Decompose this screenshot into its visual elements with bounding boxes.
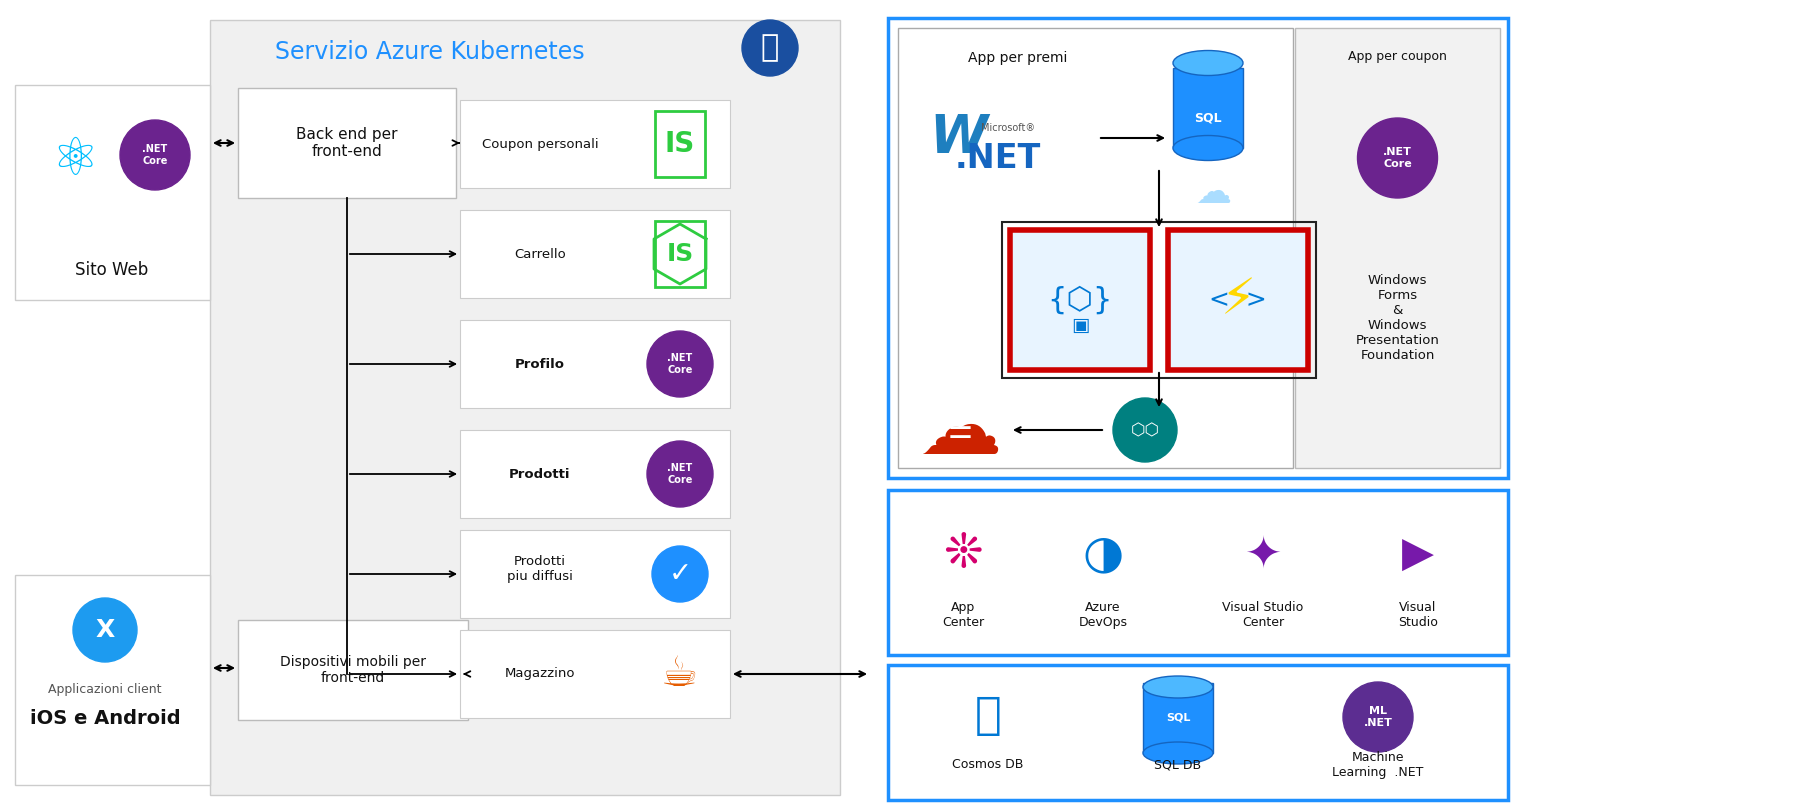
- Text: Carrello: Carrello: [514, 248, 565, 260]
- Text: ☕: ☕: [662, 653, 698, 695]
- Text: SQL: SQL: [1165, 713, 1191, 723]
- Text: ▣: ▣: [1071, 316, 1089, 334]
- Bar: [1173, 68, 1244, 148]
- Text: App per premi: App per premi: [969, 51, 1067, 65]
- Text: IS: IS: [665, 130, 694, 158]
- Text: Windows
Forms
&
Windows
Presentation
Foundation: Windows Forms & Windows Presentation Fou…: [1356, 274, 1440, 362]
- Bar: [887, 665, 1507, 800]
- Bar: [898, 28, 1293, 468]
- Text: ▶: ▶: [1402, 534, 1434, 576]
- Circle shape: [1113, 398, 1176, 462]
- Text: Applicazioni client: Applicazioni client: [49, 684, 162, 697]
- Text: Visual
Studio: Visual Studio: [1398, 601, 1438, 629]
- Bar: [1294, 28, 1500, 468]
- Text: Visual Studio
Center: Visual Studio Center: [1222, 601, 1304, 629]
- Bar: [460, 430, 731, 518]
- Text: Microsoft®: Microsoft®: [982, 123, 1034, 133]
- Bar: [15, 575, 211, 785]
- Text: Azure
DevOps: Azure DevOps: [1078, 601, 1127, 629]
- Text: ✓: ✓: [669, 560, 691, 588]
- Text: <  >: < >: [1209, 288, 1267, 312]
- Text: SQL DB: SQL DB: [1154, 759, 1202, 772]
- Text: iOS e Android: iOS e Android: [29, 709, 180, 727]
- Bar: [15, 85, 211, 300]
- Bar: [460, 100, 731, 188]
- Text: ⬡⬡: ⬡⬡: [1131, 421, 1160, 439]
- Bar: [211, 20, 840, 795]
- Bar: [460, 630, 731, 718]
- Text: Prodotti
piu diffusi: Prodotti piu diffusi: [507, 555, 573, 583]
- Text: W: W: [929, 112, 987, 164]
- Text: Sito Web: Sito Web: [75, 261, 149, 279]
- Bar: [1144, 683, 1213, 753]
- Bar: [887, 490, 1507, 655]
- Ellipse shape: [1144, 742, 1213, 764]
- Text: .NET
Core: .NET Core: [667, 464, 693, 485]
- Text: Cosmos DB: Cosmos DB: [953, 759, 1024, 772]
- Text: .NET
Core: .NET Core: [142, 144, 167, 166]
- Text: Coupon personali: Coupon personali: [482, 138, 598, 150]
- Bar: [887, 18, 1507, 478]
- Bar: [654, 221, 705, 287]
- Text: IS: IS: [667, 242, 694, 266]
- Text: ⚡: ⚡: [1220, 276, 1256, 324]
- Text: {⬡}: {⬡}: [1047, 286, 1113, 315]
- Text: 🌐: 🌐: [974, 693, 1002, 736]
- Text: App
Center: App Center: [942, 601, 984, 629]
- Text: .NET
Core: .NET Core: [667, 354, 693, 375]
- Text: .NET: .NET: [954, 142, 1042, 175]
- Circle shape: [120, 120, 191, 190]
- Text: Back end per
front-end: Back end per front-end: [296, 127, 398, 159]
- Circle shape: [653, 546, 707, 602]
- Text: ☁: ☁: [1194, 176, 1231, 210]
- Bar: [238, 620, 467, 720]
- Bar: [460, 530, 731, 618]
- Text: ◑: ◑: [1082, 532, 1124, 578]
- Circle shape: [742, 20, 798, 76]
- Text: ⚙: ⚙: [1133, 416, 1158, 444]
- Text: ☁: ☁: [918, 389, 1002, 471]
- Text: ⚛: ⚛: [51, 134, 98, 186]
- Text: ✦: ✦: [1244, 533, 1282, 577]
- Circle shape: [647, 331, 713, 397]
- Text: .NET
Core: .NET Core: [1383, 147, 1413, 169]
- Text: Prodotti: Prodotti: [509, 468, 571, 481]
- Text: ML
.NET: ML .NET: [1364, 706, 1393, 728]
- Text: ⎈: ⎈: [762, 33, 780, 62]
- Bar: [1011, 230, 1151, 370]
- Circle shape: [1358, 118, 1438, 198]
- Text: X: X: [95, 618, 115, 642]
- Text: Servizio Azure Kubernetes: Servizio Azure Kubernetes: [275, 40, 585, 64]
- Ellipse shape: [1173, 50, 1244, 75]
- Bar: [654, 111, 705, 177]
- Text: Magazzino: Magazzino: [505, 667, 574, 680]
- Ellipse shape: [1144, 676, 1213, 698]
- Circle shape: [647, 441, 713, 507]
- Text: Machine
Learning  .NET: Machine Learning .NET: [1333, 751, 1423, 779]
- Text: SQL: SQL: [1194, 112, 1222, 125]
- Bar: [460, 320, 731, 408]
- Circle shape: [73, 598, 136, 662]
- Bar: [238, 88, 456, 198]
- Text: ❊: ❊: [944, 532, 984, 578]
- Text: App per coupon: App per coupon: [1349, 49, 1447, 62]
- Bar: [460, 210, 731, 298]
- Text: Dispositivi mobili per
front-end: Dispositivi mobili per front-end: [280, 655, 425, 685]
- Circle shape: [1344, 682, 1413, 752]
- Bar: [1002, 222, 1316, 378]
- Text: Profilo: Profilo: [514, 358, 565, 371]
- Ellipse shape: [1173, 135, 1244, 160]
- Text: ☰: ☰: [947, 416, 973, 444]
- Bar: [1167, 230, 1307, 370]
